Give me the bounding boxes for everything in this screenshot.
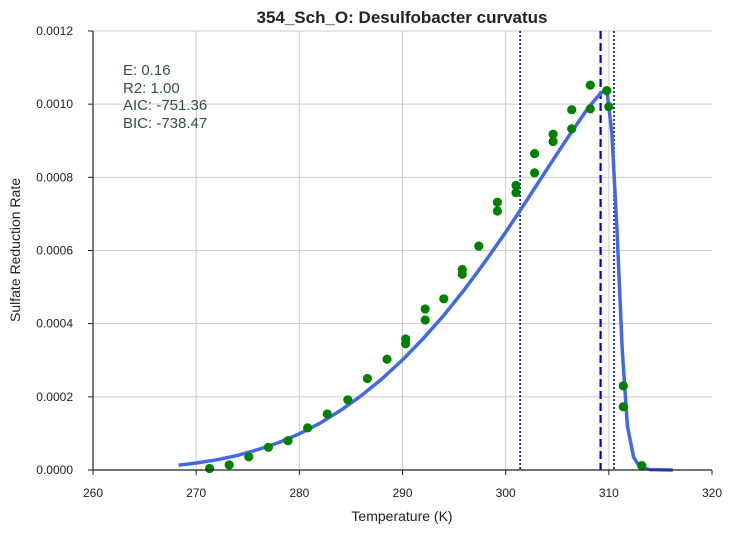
data-point (205, 463, 215, 474)
fit-curve (178, 87, 673, 472)
data-point (343, 395, 353, 405)
data-point (283, 436, 293, 446)
x-tick-label: 280 (289, 486, 309, 500)
data-point (382, 354, 392, 364)
x-tick-labels: 260 270 280 290 300 310 320 (83, 486, 722, 500)
y-tick-label: 0.0002 (36, 390, 73, 404)
data-point (567, 124, 577, 134)
data-point (618, 381, 628, 391)
x-axis-label: Temperature (K) (351, 508, 452, 524)
data-point (548, 129, 558, 139)
data-point (604, 102, 614, 112)
stat-bic: BIC: -738.47 (123, 115, 207, 132)
data-point (637, 461, 647, 471)
data-point (567, 105, 577, 115)
data-point (511, 180, 521, 190)
y-tick-label: 0.0006 (36, 244, 73, 258)
data-point (530, 168, 540, 178)
x-tick-label: 320 (702, 486, 722, 500)
stat-e: E: 0.16 (123, 62, 171, 79)
data-point (420, 304, 430, 314)
y-tick-label: 0.0010 (36, 97, 73, 111)
data-point (618, 402, 628, 412)
data-point (439, 294, 449, 304)
data-points (205, 80, 647, 474)
x-tick-label: 290 (392, 486, 412, 500)
y-tick-label: 0.0008 (36, 170, 73, 184)
x-tick-label: 310 (599, 486, 619, 500)
x-tick-label: 270 (186, 486, 206, 500)
data-point (322, 409, 332, 419)
data-point (457, 264, 467, 275)
data-point (401, 334, 411, 344)
data-point (530, 149, 540, 159)
x-tick-label: 300 (496, 486, 516, 500)
reference-lines (519, 31, 615, 470)
data-point (420, 315, 430, 325)
y-tick-labels: 0.0000 0.0002 0.0004 0.0006 0.0008 0.0010 0.00… (36, 24, 73, 477)
axes (92, 31, 712, 471)
data-point (585, 80, 595, 90)
data-point (492, 206, 502, 216)
data-point (548, 136, 558, 147)
fit-curve-group (178, 87, 673, 472)
data-point (263, 442, 273, 452)
data-point (511, 188, 521, 198)
data-point (362, 373, 372, 384)
chart-title: 354_Sch_O: Desulfobacter curvatus (256, 8, 547, 27)
data-point (602, 86, 612, 96)
data-point (492, 197, 502, 207)
data-point (303, 423, 313, 433)
data-point (585, 104, 595, 114)
data-point (244, 452, 254, 462)
stat-r2: R2: 1.00 (123, 80, 180, 97)
grid (88, 30, 713, 475)
data-point (224, 460, 234, 470)
y-axis-label: Sulfate Reduction Rate (7, 178, 23, 322)
stats-box: E: 0.16 R2: 1.00 AIC: -751.36 BIC: -738.… (123, 62, 207, 132)
y-tick-label: 0.0000 (36, 463, 73, 477)
y-tick-label: 0.0012 (36, 24, 73, 38)
stat-aic: AIC: -751.36 (123, 97, 207, 114)
data-point (474, 241, 484, 251)
x-tick-label: 260 (83, 486, 103, 500)
y-tick-label: 0.0004 (36, 317, 73, 331)
